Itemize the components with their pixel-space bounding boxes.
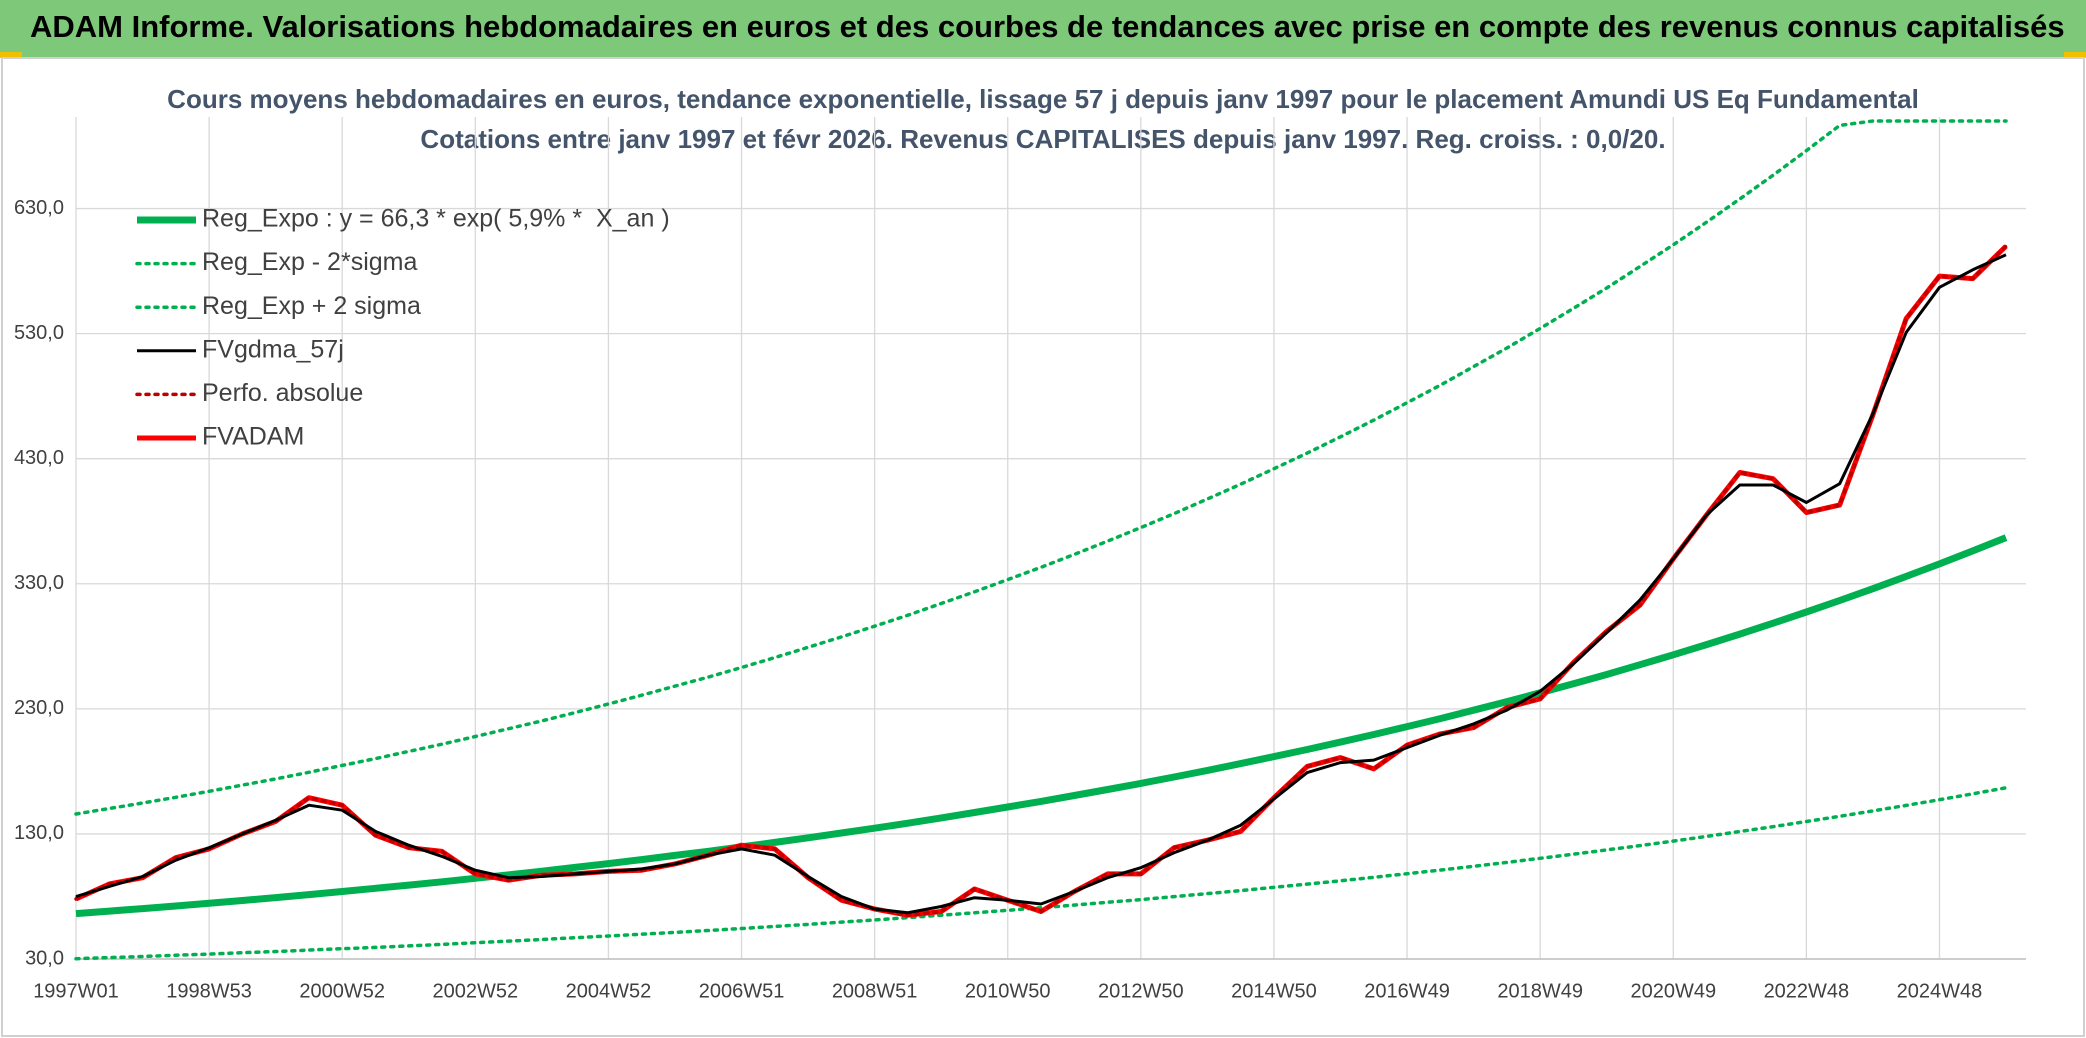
legend-label: FVADAM (202, 423, 304, 451)
x-tick-label: 2004W52 (566, 980, 652, 1002)
series-line (74, 244, 2008, 917)
y-tick-label: 130,0 (14, 822, 64, 844)
legend-label: FVgdma_57j (202, 335, 344, 363)
chart-subtitle: Cotations entre janv 1997 et févr 2026. … (420, 124, 1665, 154)
y-tick-label: 430,0 (14, 447, 64, 469)
legend-label: Perfo. absolue (202, 379, 363, 407)
y-tick-label: 530,0 (14, 322, 64, 344)
legend-label: Reg_Exp - 2*sigma (202, 248, 417, 276)
x-tick-label: 2014W50 (1231, 980, 1317, 1002)
x-tick-label: 2024W48 (1897, 980, 1983, 1002)
x-tick-label: 2008W51 (832, 980, 918, 1002)
x-tick-label: 1998W53 (166, 980, 252, 1002)
header-title: ADAM Informe. Valorisations hebdomadaire… (30, 9, 2065, 44)
x-tick-label: 2010W50 (965, 980, 1051, 1002)
chart-frame (1, 57, 2085, 1037)
x-tick-label: 2012W50 (1098, 980, 1184, 1002)
series-line (75, 534, 2008, 918)
header-bar (0, 0, 2086, 57)
y-tick-label: 230,0 (14, 697, 64, 719)
legend-label: Reg_Exp + 2 sigma (202, 292, 421, 320)
corner (0, 52, 22, 58)
series-line (75, 253, 2007, 915)
x-tick-label: 2022W48 (1764, 980, 1850, 1002)
x-tick-label: 1997W01 (33, 980, 119, 1002)
y-tick-label: 30,0 (25, 947, 64, 969)
series-line (74, 786, 2008, 961)
x-tick-label: 2016W49 (1364, 980, 1450, 1002)
x-tick-label: 2018W49 (1497, 980, 1583, 1002)
y-tick-label: 330,0 (14, 572, 64, 594)
y-tick-label: 630,0 (14, 197, 64, 219)
legend-label: Reg_Expo : y = 66,3 * exp( 5,9% * X_an ) (202, 205, 670, 233)
x-tick-label: 2006W51 (699, 980, 785, 1002)
chart-title: Cours moyens hebdomadaires en euros, ten… (167, 84, 1919, 114)
x-tick-label: 2000W52 (299, 980, 385, 1002)
corner (2064, 52, 2086, 58)
x-tick-label: 2020W49 (1630, 980, 1716, 1002)
x-tick-label: 2002W52 (433, 980, 519, 1002)
series-line (74, 119, 2008, 816)
